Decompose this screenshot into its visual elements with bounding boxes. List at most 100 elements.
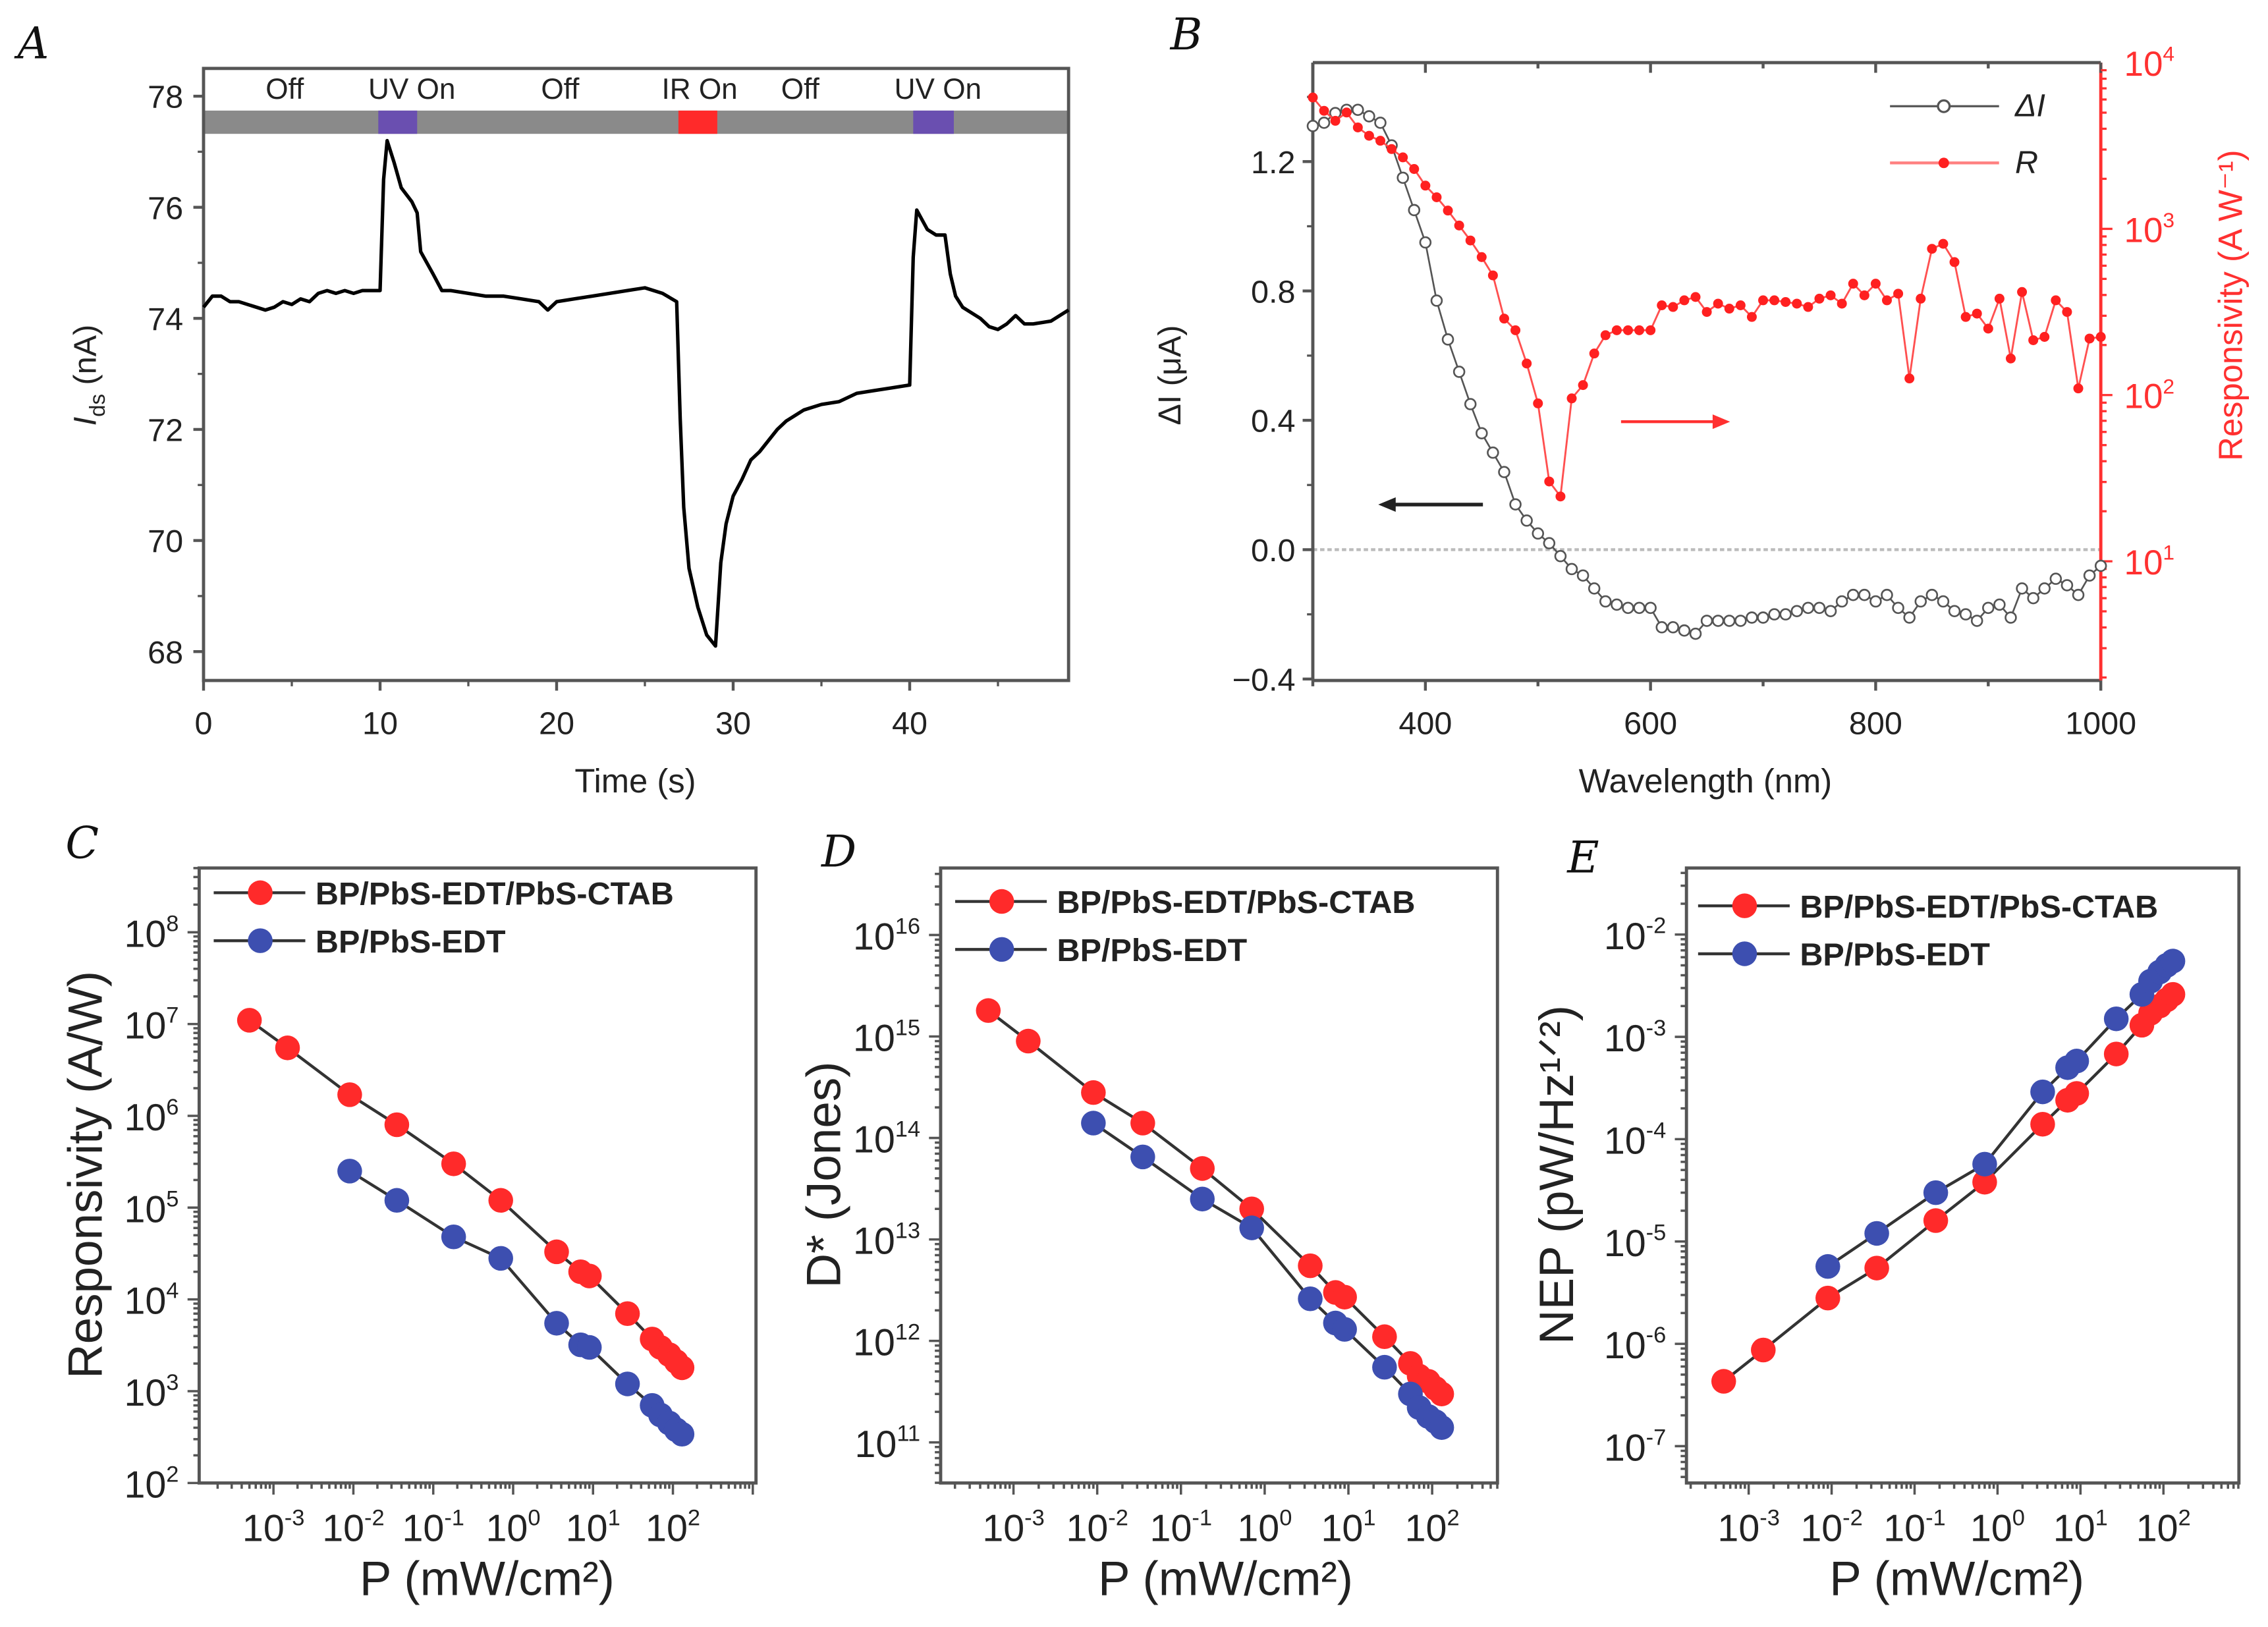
x-axis-label: Wavelength (nm) (1579, 762, 1833, 800)
red-data-point (1429, 1381, 1454, 1406)
delta-i-point (1509, 498, 1522, 510)
delta-i-point (1317, 117, 1331, 129)
red-data-point (1972, 1169, 1997, 1195)
blue-data-point (2160, 949, 2186, 974)
delta-i-point (1802, 601, 1815, 615)
x-tick-label: 100 (1970, 1506, 2025, 1550)
legend-label: BP/PbS-EDT/PbS-CTAB (1057, 885, 1416, 920)
delta-i-line (1312, 109, 2102, 635)
responsivity-point (1487, 270, 1498, 281)
red-data-point (1016, 1028, 1041, 1054)
delta-i-point (1937, 595, 1950, 608)
responsivity-point (1308, 92, 1318, 103)
y-tick-label: 1.2 (1251, 145, 1296, 180)
x-axis-label: Time (s) (574, 762, 696, 800)
y-tick-label: 102 (124, 1462, 179, 1506)
delta-i-point (1711, 615, 1725, 627)
delta-i-point (2094, 559, 2107, 572)
responsivity-point (1578, 380, 1588, 391)
responsivity-point (1634, 325, 1645, 335)
responsivity-point (1589, 348, 1599, 359)
x-tick-label: 102 (646, 1506, 700, 1550)
plot-frame (197, 866, 758, 1485)
delta-i-point (1914, 595, 1927, 608)
panel-letter-b: B (1170, 9, 1203, 60)
y-tick-label: 1015 (853, 1015, 920, 1059)
x-tick-label: 10-2 (1800, 1506, 1862, 1550)
red-data-point (1751, 1337, 1776, 1363)
y-tick-label: 72 (148, 413, 183, 449)
red-data-point (236, 1008, 262, 1033)
blue-data-point (544, 1311, 569, 1336)
delta-i-point (1611, 598, 1623, 611)
red-data-point (576, 1263, 602, 1288)
responsivity-point (1916, 293, 1926, 304)
legend-label: BP/PbS-EDT/PbS-CTAB (1800, 889, 2158, 925)
delta-i-point (1903, 611, 1916, 624)
red-data-point (2103, 1041, 2129, 1066)
blue-data-point (488, 1246, 513, 1271)
blue-data-point (1429, 1415, 1454, 1440)
red-data-point (544, 1239, 569, 1265)
responsivity-point (1409, 164, 1420, 175)
y-tick-label: 76 (148, 190, 183, 226)
responsivity-point (1622, 325, 1633, 335)
delta-i-point (1419, 236, 1432, 249)
red-data-point (2030, 1111, 2055, 1137)
legend-label-r: R (2015, 145, 2038, 180)
delta-i-point (1476, 427, 1488, 439)
legend-marker (989, 889, 1014, 914)
responsivity-point (2039, 331, 2050, 342)
x-tick-label: 10-1 (1150, 1506, 1212, 1550)
right-arrow-head-icon (1712, 414, 1730, 429)
x-tick-label: 10-1 (402, 1506, 464, 1550)
responsivity-point (1646, 325, 1656, 335)
delta-i-point (1790, 605, 1804, 618)
responsivity-point (1611, 325, 1622, 335)
responsivity-point (1949, 257, 1960, 267)
x-tick-label: 102 (2136, 1506, 2191, 1550)
delta-i-point (1869, 595, 1882, 608)
responsivity-point (1510, 325, 1521, 335)
x-tick-label: 400 (1398, 706, 1452, 742)
status-label: IR On (661, 73, 737, 105)
right-tick-label: 103 (2124, 208, 2175, 250)
y-tick-label: 10-2 (1604, 914, 1666, 958)
y-tick-label: 0.8 (1251, 274, 1296, 310)
red-data-point (976, 998, 1001, 1023)
responsivity-point (1960, 312, 1971, 322)
responsivity-point (1555, 491, 1566, 502)
x-tick-label: 40 (892, 706, 927, 742)
delta-i-point (1993, 598, 2006, 611)
responsivity-point (1814, 293, 1825, 304)
responsivity-point (1938, 238, 1949, 249)
responsivity-point (2028, 335, 2039, 345)
light-interval-ir (678, 110, 717, 134)
x-tick-label: 10-3 (982, 1506, 1044, 1550)
right-tick-label: 102 (2124, 374, 2175, 416)
y-tick-label: 108 (124, 911, 179, 955)
panel-letter-c: C (65, 817, 99, 868)
delta-i-point (1835, 595, 1848, 608)
x-tick-label: 10-1 (1883, 1506, 1945, 1550)
responsivity-point (1522, 358, 1532, 369)
blue-data-point (2064, 1049, 2089, 1074)
blue-data-point (441, 1224, 466, 1250)
legend-label: BP/PbS-EDT/PbS-CTAB (316, 876, 674, 912)
series-line (1827, 960, 2174, 1268)
y-tick-label: 106 (124, 1095, 179, 1139)
legend-marker-delta-i (1937, 99, 1951, 113)
y-tick-label: 1012 (853, 1320, 920, 1364)
y-tick-label: 1011 (855, 1421, 921, 1466)
y-tick-label: −0.4 (1232, 663, 1296, 698)
delta-i-point (1948, 605, 1961, 618)
y-tick-label: 1014 (853, 1117, 920, 1161)
y-tick-label: 70 (148, 524, 183, 559)
y-tick-label: 10-6 (1604, 1323, 1666, 1367)
delta-i-point (1576, 569, 1590, 582)
responsivity-point (2073, 383, 2084, 394)
x-tick-label: 10-2 (322, 1506, 384, 1550)
legend-label: BP/PbS-EDT (316, 924, 506, 960)
y-tick-label: 10-3 (1604, 1016, 1666, 1060)
responsivity-point (1837, 298, 1847, 309)
